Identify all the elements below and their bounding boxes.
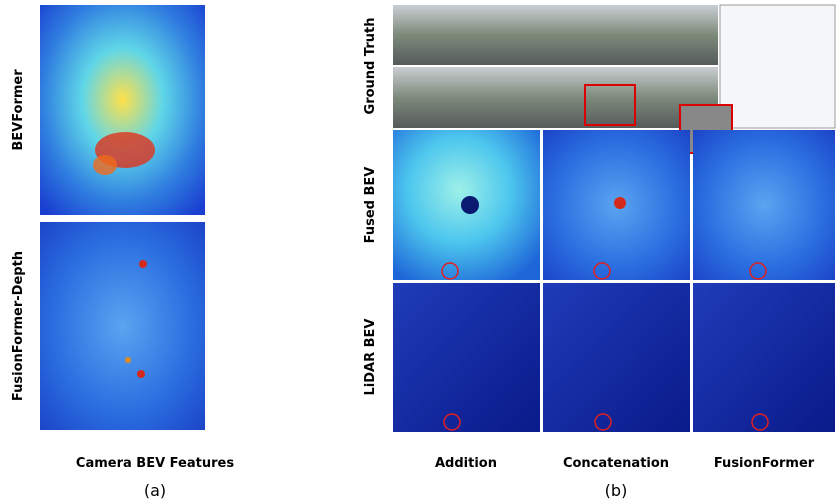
blob [461,196,479,214]
hot-spot [139,260,147,268]
heatmap [40,5,205,215]
row-label: Fused BEV [363,167,378,244]
panel-a: BEVFormer FusionFormer-Depth Camera BEV … [11,5,234,500]
row-label: LiDAR BEV [363,319,378,396]
row-label: BEVFormer [11,69,26,151]
row-label: FusionFormer-Depth [11,251,26,401]
camera-image [393,5,718,65]
camera-image [393,67,718,128]
heatmap [393,283,540,432]
blob [614,197,626,209]
column-label: FusionFormer [714,456,815,471]
caption: Camera BEV Features [76,456,234,471]
heatmap [693,283,835,432]
heatmap [693,130,835,280]
figure: BEVFormer FusionFormer-Depth Camera BEV … [0,0,837,504]
column-label: Addition [435,456,497,471]
hot-spot [137,370,145,378]
hot-spot [93,155,117,175]
row-label: Ground Truth [363,18,378,115]
panel-b: Ground Truth Fused BEV LiDAR BEV Additio… [363,5,835,500]
heatmap [40,222,205,430]
panel-label: (b) [605,481,628,500]
column-label: Concatenation [563,456,669,471]
hot-spot [125,357,131,363]
heatmap [543,283,690,432]
gt-bev [720,5,835,128]
panel-label: (a) [144,481,166,500]
